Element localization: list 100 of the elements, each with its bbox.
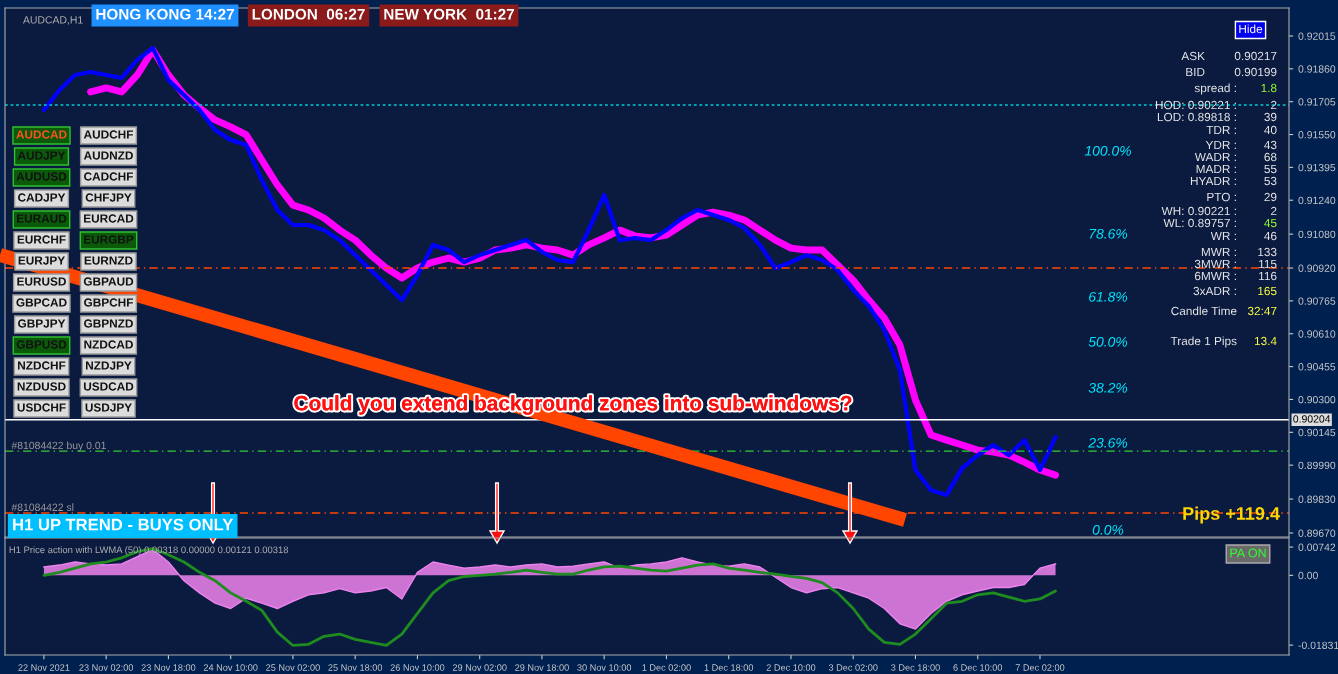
text: ASK [1181, 51, 1205, 61]
annotation: USDJPY [85, 403, 132, 412]
y-tick-label: 0.91395 [1298, 163, 1336, 172]
x-tick-label: 3 Dec 18:00 [891, 664, 940, 671]
annotation: USDCHF [17, 403, 66, 412]
text: 61.8% [1089, 291, 1128, 302]
y-tick-label: 0.90300 [1298, 395, 1336, 404]
text: 133 [1258, 247, 1277, 257]
y-tick-label: 0.91860 [1298, 65, 1336, 73]
annotation: AUDCAD [16, 130, 67, 139]
text: 3xADR : [1193, 286, 1236, 296]
text: 0.90217 [1234, 51, 1277, 61]
text: Hide [1239, 24, 1263, 34]
annotation: EURCHF [17, 235, 66, 244]
text: Trade 1 Pips [1170, 336, 1237, 348]
ref-line-label: 0.90204 [1293, 415, 1331, 423]
annotation: AUDNZD [83, 151, 133, 160]
y-tick-label: 0.92015 [1298, 32, 1336, 40]
text: 32:47 [1247, 306, 1277, 316]
annotation: AUDJPY [17, 151, 66, 160]
x-tick-label: 26 Nov 10:00 [390, 664, 445, 671]
text: 2 [1271, 206, 1277, 216]
y-tick-label: 0.91240 [1298, 196, 1336, 205]
text: 39 [1264, 112, 1277, 122]
text: 50.0% [1088, 336, 1128, 347]
text: Candle Time [1171, 306, 1237, 316]
annotation: LONDON 06:27 [252, 8, 365, 20]
text: 55 [1264, 164, 1277, 174]
annotation: CHFJPY [85, 193, 132, 202]
annotation: H1 UP TREND - BUYS ONLY [13, 518, 234, 531]
annotation: EURAUD [17, 214, 67, 223]
text: WH: 0.90221 : [1161, 206, 1236, 216]
x-tick-label: 1 Dec 02:00 [642, 664, 691, 671]
annotation: CADCHF [84, 172, 133, 181]
text: TDR : [1206, 125, 1236, 135]
x-tick-label: 2 Dec 10:00 [766, 664, 816, 671]
text: 100.0% [1084, 145, 1131, 156]
text: 78.6% [1089, 228, 1128, 239]
x-tick-label: 23 Nov 18:00 [141, 664, 196, 671]
text: 40 [1264, 125, 1277, 135]
text: 116 [1259, 271, 1277, 281]
y-tick-label: 0.91080 [1298, 230, 1336, 239]
text: BID [1186, 67, 1205, 77]
x-tick-label: 7 Dec 02:00 [1015, 664, 1065, 671]
annotation: NZDCHF [18, 361, 66, 370]
y-tick-label: 0.90765 [1298, 297, 1336, 305]
y-tick-label: 0.00 [1298, 571, 1318, 580]
annotation: AUDCHF [83, 130, 133, 139]
y-tick-label: -0.01831 [1298, 641, 1338, 650]
text: 1.8 [1261, 83, 1277, 93]
text: MWR : [1201, 247, 1236, 257]
x-tick-label: 29 Nov 02:00 [452, 664, 507, 671]
text: AUDCAD,H1 [23, 16, 83, 25]
text: Pips +119.4 [1183, 506, 1280, 524]
annotation: GBPNZD [84, 319, 133, 328]
y-tick-label: 0.89670 [1298, 529, 1336, 537]
x-tick-label: 1 Dec 18:00 [704, 664, 754, 671]
x-tick-label: 23 Nov 02:00 [79, 664, 134, 671]
annotation: GBPCHF [84, 298, 133, 307]
annotation: GBPJPY [18, 319, 66, 328]
text: 45 [1264, 218, 1277, 228]
x-tick-label: 30 Nov 10:00 [577, 664, 632, 671]
annotation: NZDJPY [86, 361, 132, 370]
y-tick-label: 0.89990 [1298, 461, 1336, 470]
annotation: GBPCAD [16, 298, 67, 307]
annotation: EURUSD [17, 277, 66, 286]
ref-line-label: #81084422 sl [11, 503, 74, 511]
y-tick-label: 0.90455 [1298, 363, 1336, 371]
annotation: AUDUSD [16, 172, 67, 181]
annotation: GBPUSD [16, 340, 67, 349]
annotation: USDCAD [83, 382, 134, 391]
text: 29 [1264, 192, 1277, 202]
y-tick-label: 0.90920 [1298, 264, 1336, 272]
annotation: EURCAD [84, 214, 134, 223]
x-tick-label: 22 Nov 2021 [18, 664, 70, 671]
text: 68 [1264, 152, 1277, 162]
text: YDR : [1205, 140, 1236, 150]
annotation: NZDUSD [17, 382, 66, 391]
annotation: GBPAUD [83, 277, 134, 286]
text: 6MWR : [1194, 271, 1236, 281]
text: 53 [1264, 176, 1277, 186]
text: PA ON [1230, 548, 1266, 558]
text: 115 [1259, 259, 1277, 269]
y-tick-label: 0.90610 [1298, 330, 1336, 338]
annotation: EURNZD [84, 256, 133, 265]
y-tick-label: 0.91705 [1298, 98, 1336, 106]
text: 3MWR : [1194, 259, 1236, 269]
text: MADR : [1196, 164, 1236, 174]
text: 13.4 [1254, 336, 1277, 346]
x-tick-label: 25 Nov 02:00 [266, 664, 320, 671]
annotation: NZDCAD [84, 340, 133, 349]
text: 165 [1258, 286, 1277, 296]
annotation: EURGBP [84, 235, 134, 244]
text: 38.2% [1088, 382, 1128, 393]
text: 0.0% [1092, 524, 1124, 535]
annotation: CADJPY [18, 193, 66, 202]
text: WR : [1210, 231, 1236, 241]
text: spread : [1194, 83, 1236, 95]
x-tick-label: 25 Nov 18:00 [328, 664, 383, 671]
text: LOD: 0.89818 : [1157, 112, 1236, 122]
